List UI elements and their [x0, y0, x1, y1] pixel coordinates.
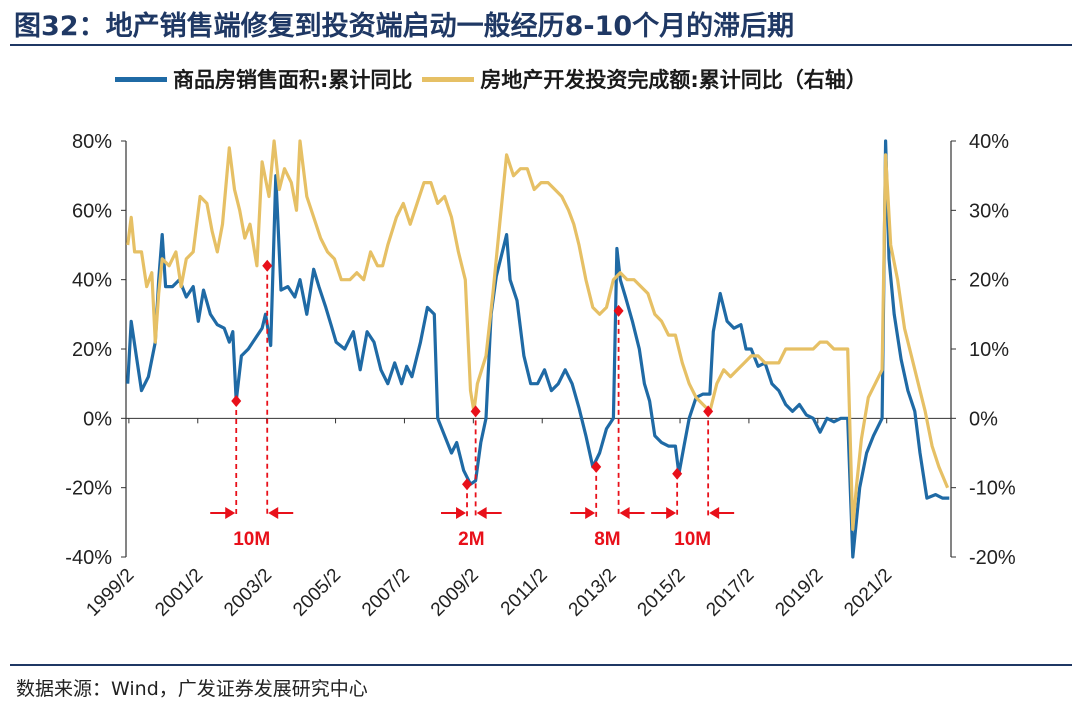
lag-arrow-head	[225, 507, 236, 519]
lag-arrow-head	[709, 507, 720, 519]
lag-label: 8M	[594, 529, 620, 550]
lag-label: 2M	[458, 529, 484, 550]
x-tick-label: 2007/2	[358, 565, 414, 621]
legend: 商品房销售面积:累计同比 房地产开发投资完成额:累计同比（右轴）	[115, 64, 877, 94]
lag-annotations: 10M 2M 8M 10M	[210, 259, 735, 550]
right-tick-label: 40%	[969, 131, 1009, 153]
marker-diamond	[613, 304, 624, 317]
x-tick-label: 2013/2	[565, 565, 621, 621]
marker-diamond	[703, 405, 714, 418]
marker-diamond	[470, 405, 481, 418]
investment-series-line	[126, 139, 950, 531]
left-tick-label: 20%	[72, 339, 112, 361]
legend-item-investment: 房地产开发投资完成额:累计同比（右轴）	[422, 64, 867, 94]
lag-arrow-head	[666, 507, 677, 519]
left-tick-label: 40%	[72, 270, 112, 292]
marker-diamond	[591, 460, 602, 473]
footer-divider	[10, 664, 1072, 666]
x-tick-label: 2021/2	[840, 565, 896, 621]
legend-item-sales: 商品房销售面积:累计同比	[115, 64, 412, 94]
line-chart: -40% -20% 0% 20% 40% 60% 80% -20% -10% 0% 10% 20% 30…	[65, 131, 1016, 621]
lag-arrow-head	[619, 507, 630, 519]
left-tick-label: 0%	[83, 408, 112, 430]
left-tick-label: -20%	[65, 478, 112, 500]
legend-swatch-sales	[115, 76, 167, 82]
marker-diamond	[462, 478, 473, 491]
x-tick-label: 2005/2	[289, 565, 345, 621]
legend-label-sales: 商品房销售面积:累计同比	[173, 68, 413, 92]
chart-title: 图32：地产销售端修复到投资端启动一般经历8-10个月的滞后期	[14, 11, 795, 42]
marker-diamond	[231, 395, 242, 407]
lag-arrow-head	[456, 507, 467, 519]
x-tick-label: 2003/2	[220, 565, 276, 621]
x-tick-label: 2017/2	[702, 565, 758, 621]
lag-label: 10M	[233, 529, 270, 550]
right-tick-label: -10%	[969, 478, 1016, 500]
right-tick-label: -20%	[969, 547, 1016, 569]
right-tick-label: 30%	[969, 200, 1009, 222]
lag-arrow-head	[476, 507, 487, 519]
legend-swatch-investment	[422, 76, 475, 82]
x-tick-label: 2019/2	[771, 565, 827, 621]
series-lines	[126, 139, 950, 559]
source-note: 数据来源：Wind，广发证券发展研究中心	[16, 678, 368, 700]
right-tick-label: 10%	[969, 339, 1009, 361]
lag-arrow-head	[585, 507, 596, 519]
left-tick-label: 80%	[72, 131, 112, 153]
x-tick-label: 2009/2	[427, 565, 483, 621]
x-tick-label: 2001/2	[151, 565, 207, 621]
x-tick-label: 2011/2	[497, 565, 552, 620]
right-tick-label: 20%	[969, 270, 1009, 292]
marker-diamond	[672, 467, 683, 480]
left-tick-label: -40%	[65, 547, 112, 569]
x-tick-label: 1999/2	[82, 565, 138, 621]
title-divider	[10, 44, 1072, 46]
right-tick-label: 0%	[969, 408, 998, 430]
marker-diamond	[262, 259, 273, 272]
legend-label-investment: 房地产开发投资完成额:累计同比（右轴）	[480, 68, 867, 92]
x-tick-label: 2015/2	[634, 565, 690, 621]
lag-label: 10M	[674, 529, 711, 550]
lag-arrow-head	[268, 507, 279, 519]
left-tick-label: 60%	[72, 200, 112, 222]
sales-area-series-line	[126, 139, 950, 559]
